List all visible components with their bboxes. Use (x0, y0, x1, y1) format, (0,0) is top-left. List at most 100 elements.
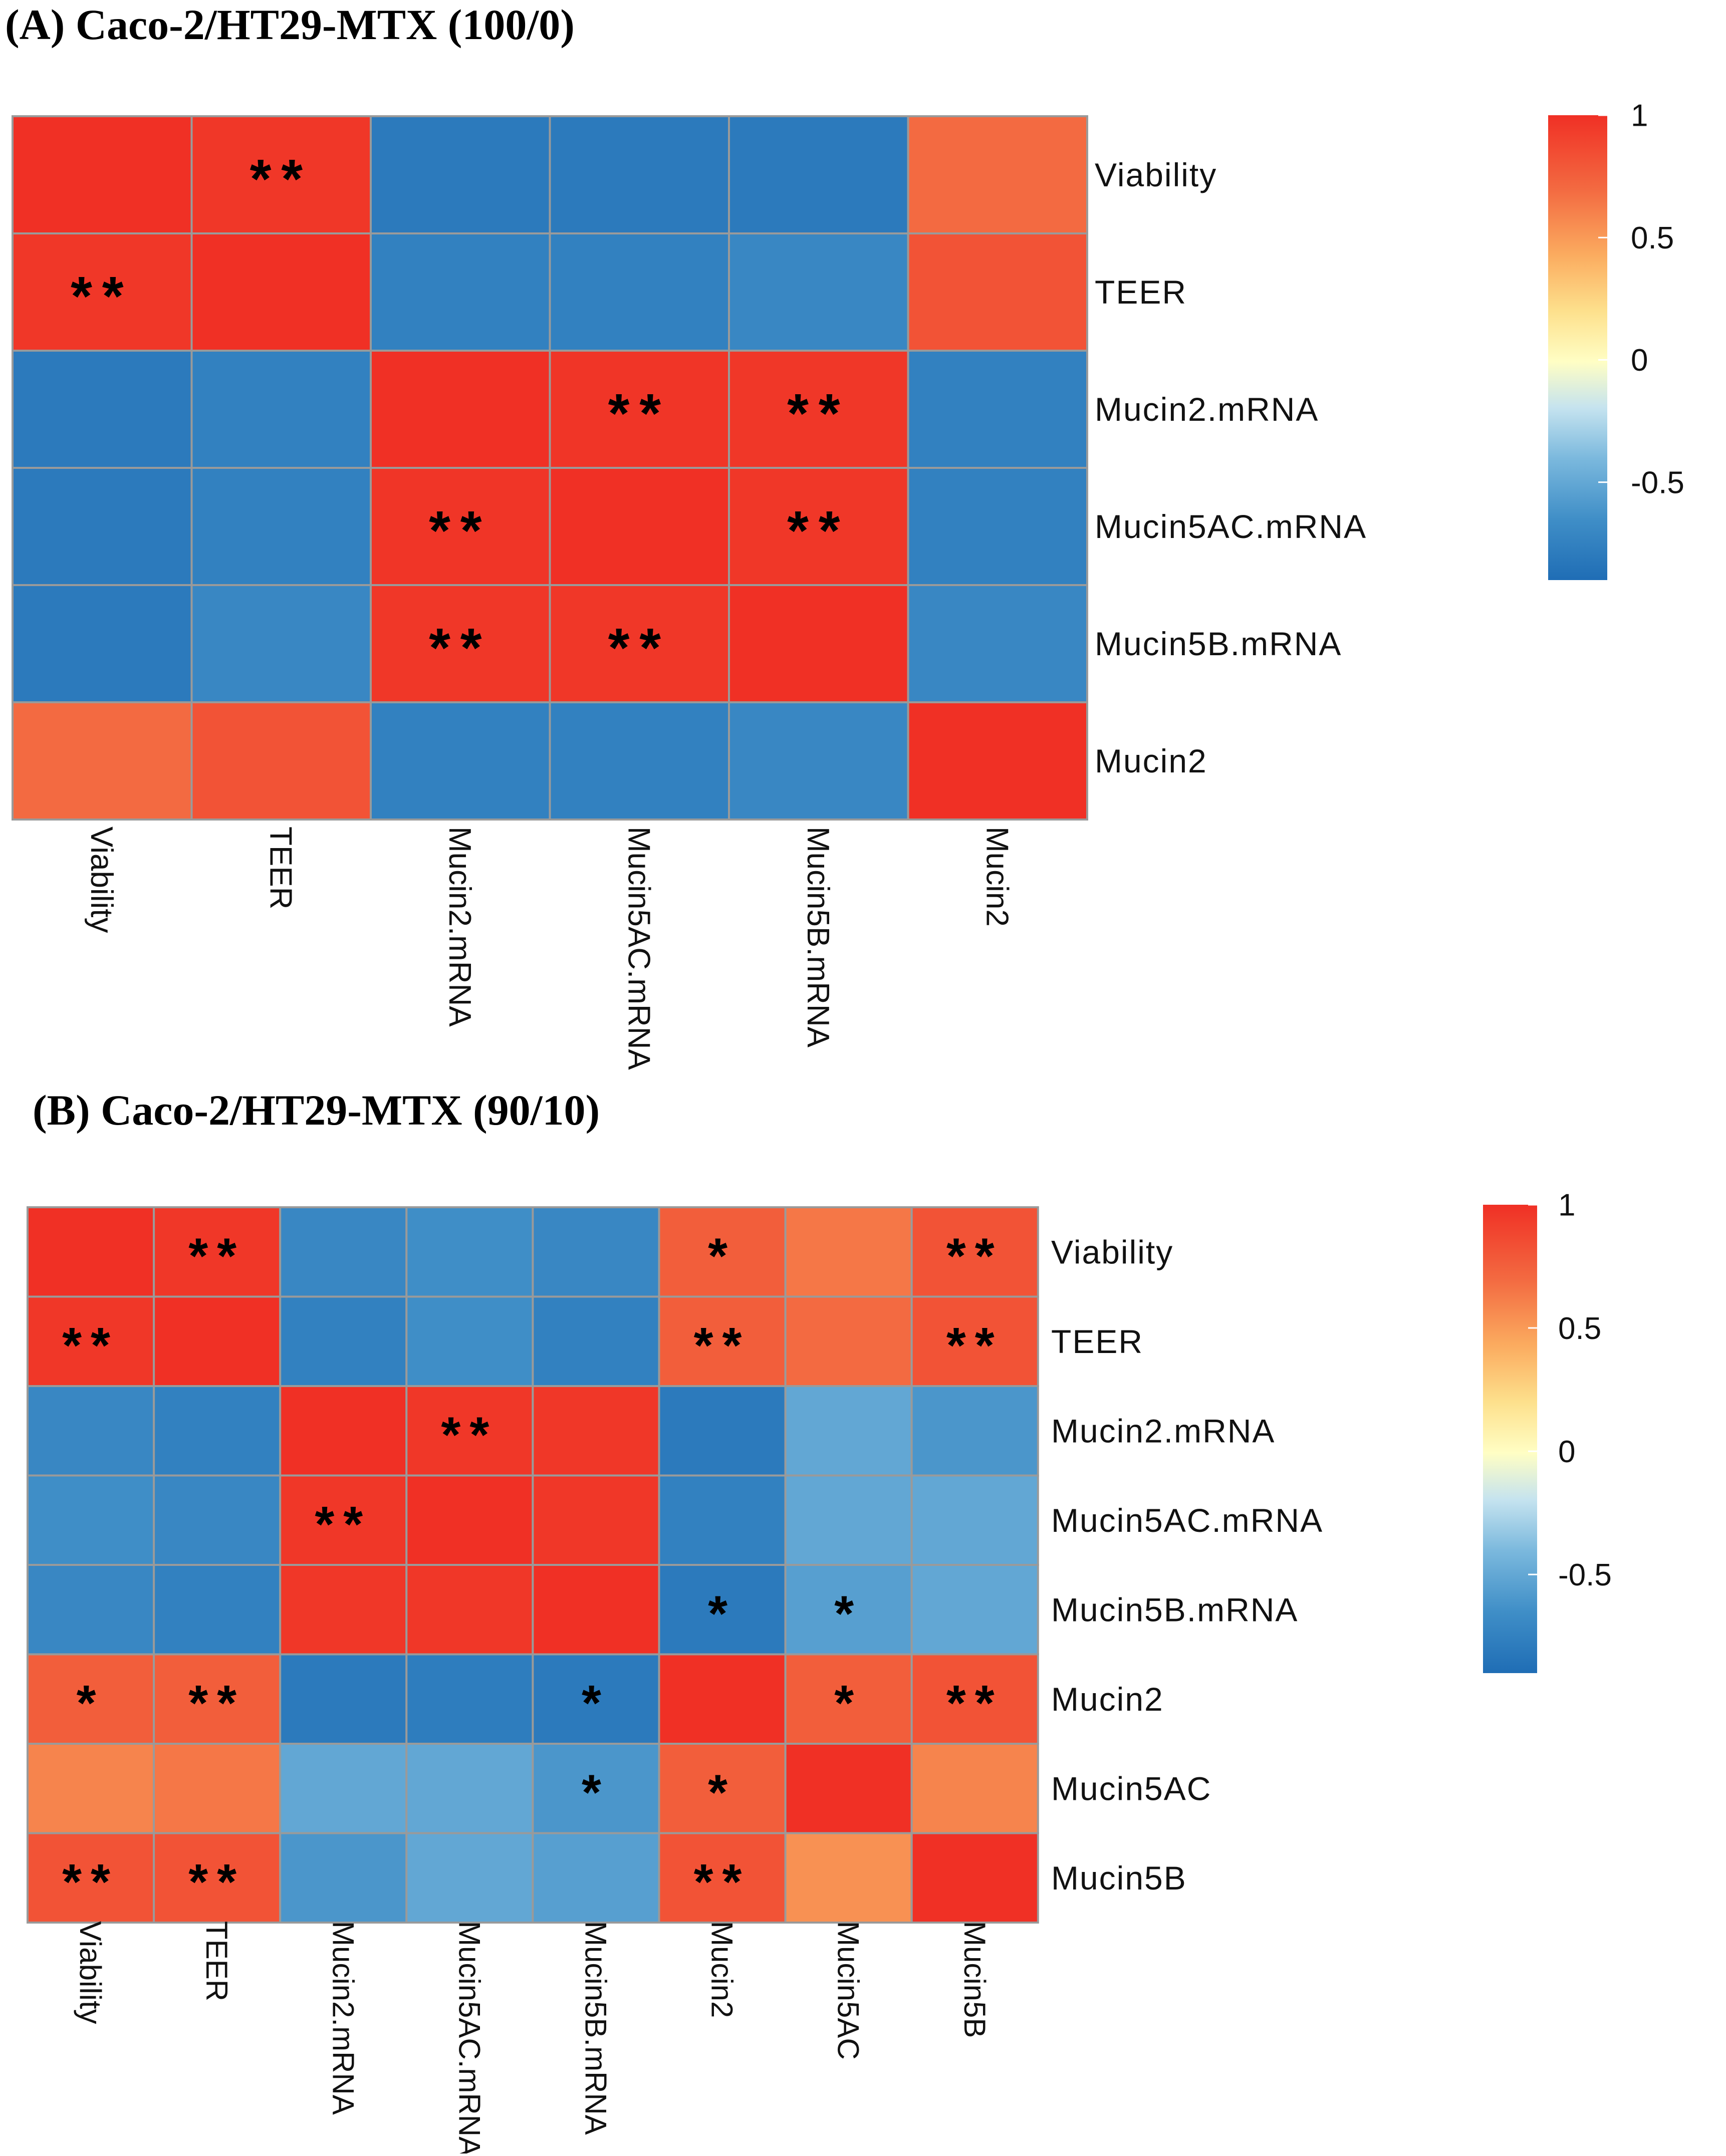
heatmap-cell (153, 1206, 282, 1298)
heatmap-cell (549, 701, 730, 821)
heatmap-cell (153, 1832, 282, 1924)
significance-mark: ** (441, 1407, 498, 1463)
heatmap-cell (658, 1206, 787, 1298)
heatmap-cell (405, 1474, 534, 1566)
heatmap-cell (279, 1206, 408, 1298)
heatmap-cell (784, 1564, 913, 1656)
colorbar-tick-label: 0.5 (1558, 1311, 1601, 1346)
panel-a-row-labels: Viability TEER Mucin2.mRNA Mucin5AC.mRNA Muc… (1095, 156, 1367, 779)
heatmap-cell (12, 701, 193, 821)
significance-mark: ** (429, 500, 491, 562)
heatmap-cell (27, 1832, 155, 1924)
significance-mark: * (582, 1764, 610, 1820)
row-label: Mucin2 (1095, 742, 1207, 779)
heatmap-cell (784, 1295, 913, 1387)
panel-b-colorbar-gradient (1483, 1205, 1537, 1673)
heatmap-cell (153, 1564, 282, 1656)
row-label: Viability (1051, 1233, 1173, 1270)
heatmap-cell (405, 1206, 534, 1298)
row-label: Mucin2.mRNA (1095, 391, 1319, 428)
heatmap-cell (279, 1743, 408, 1834)
heatmap-cell (728, 232, 909, 352)
heatmap-cell (907, 701, 1088, 821)
panel-b: (B) Caco-2/HT29-MTX (90/10) ** * **** ** ***… (27, 1086, 1612, 2156)
significance-mark: ** (608, 383, 671, 444)
significance-mark: ** (694, 1317, 751, 1374)
row-label: Mucin2.mRNA (1051, 1412, 1275, 1449)
column-label: Mucin5AC.mRNA (622, 827, 656, 1070)
heatmap-cell (153, 1474, 282, 1566)
significance-mark: ** (62, 1317, 119, 1374)
significance-mark: ** (188, 1675, 245, 1731)
heatmap-cell (27, 1564, 155, 1656)
heatmap-cell (549, 467, 730, 586)
panel-b-title: (B) Caco-2/HT29-MTX (90/10) (33, 1086, 600, 1134)
heatmap-cell (370, 115, 551, 234)
panel-a-colorbar: 1 0.5 0 -0.5 (1548, 99, 1684, 580)
column-label: Viability (74, 1921, 107, 2024)
heatmap-cell (12, 232, 193, 352)
heatmap-cell (910, 1653, 1039, 1745)
column-label: Mucin5B.mRNA (801, 827, 835, 1048)
significance-mark: * (708, 1228, 736, 1284)
heatmap-cell (532, 1206, 660, 1298)
heatmap-cell (12, 467, 193, 586)
heatmap-cell (728, 701, 909, 821)
colorbar-tick-label: 1 (1558, 1188, 1575, 1223)
heatmap-cell (153, 1653, 282, 1745)
heatmap-cell (12, 115, 193, 234)
heatmap-cell (910, 1206, 1039, 1298)
heatmap-cell (153, 1295, 282, 1387)
heatmap-cell (549, 115, 730, 234)
heatmap-cell (907, 584, 1088, 703)
significance-mark: * (834, 1585, 863, 1642)
panel-b-colorbar: 1 0.5 0 -0.5 (1483, 1188, 1612, 1673)
heatmap-cell (190, 584, 372, 703)
heatmap-cell (532, 1653, 660, 1745)
panel-a-title: (A) Caco-2/HT29-MTX (100/0) (5, 1, 575, 49)
heatmap-cell (279, 1832, 408, 1924)
heatmap-cell (784, 1832, 913, 1924)
heatmap-cell (190, 350, 372, 469)
row-label: Mucin5AC.mRNA (1095, 508, 1367, 545)
heatmap-cell (658, 1743, 787, 1834)
heatmap-cell (190, 467, 372, 586)
heatmap-cell (549, 584, 730, 703)
significance-mark: ** (250, 148, 313, 210)
heatmap-cell (27, 1295, 155, 1387)
row-label: Mucin5B.mRNA (1095, 625, 1342, 662)
panel-b-column-labels: Viability TEER Mucin2.mRNA Mucin5AC.mRNA Muc… (74, 1921, 992, 2156)
heatmap-cell (784, 1206, 913, 1298)
heatmap-cell (405, 1832, 534, 1924)
heatmap-cell (784, 1474, 913, 1566)
heatmap-cell (910, 1474, 1039, 1566)
significance-mark: ** (62, 1854, 119, 1910)
heatmap-cell (907, 232, 1088, 352)
heatmap-cell (728, 584, 909, 703)
column-label: Mucin5B (958, 1921, 992, 2038)
panel-a-significance: ** ** ** ** ** ** ** ** (71, 148, 840, 679)
heatmap-cell (658, 1474, 787, 1566)
heatmap-cell (728, 115, 909, 234)
heatmap-cell (658, 1564, 787, 1656)
significance-mark: * (582, 1675, 610, 1731)
significance-mark: ** (946, 1228, 1004, 1284)
column-label: Mucin5AC.mRNA (452, 1921, 486, 2153)
heatmap-cell (907, 350, 1088, 469)
heatmap-cell (405, 1385, 534, 1477)
colorbar-tick-label: 0 (1558, 1435, 1575, 1469)
significance-mark: ** (946, 1317, 1004, 1374)
heatmap-cell (658, 1653, 787, 1745)
column-label: Mucin5B.mRNA (579, 1921, 612, 2135)
heatmap-cell (532, 1474, 660, 1566)
heatmap-cell (910, 1385, 1039, 1477)
row-label: Mucin5B.mRNA (1051, 1591, 1298, 1628)
significance-mark: * (834, 1675, 863, 1731)
heatmap-cell (532, 1743, 660, 1834)
heatmap-cell (279, 1474, 408, 1566)
heatmap-cell (405, 1743, 534, 1834)
row-label: Mucin2 (1051, 1681, 1164, 1718)
heatmap-cell (405, 1564, 534, 1656)
colorbar-tick-label: 0.5 (1631, 221, 1674, 255)
heatmap-cell (370, 232, 551, 352)
